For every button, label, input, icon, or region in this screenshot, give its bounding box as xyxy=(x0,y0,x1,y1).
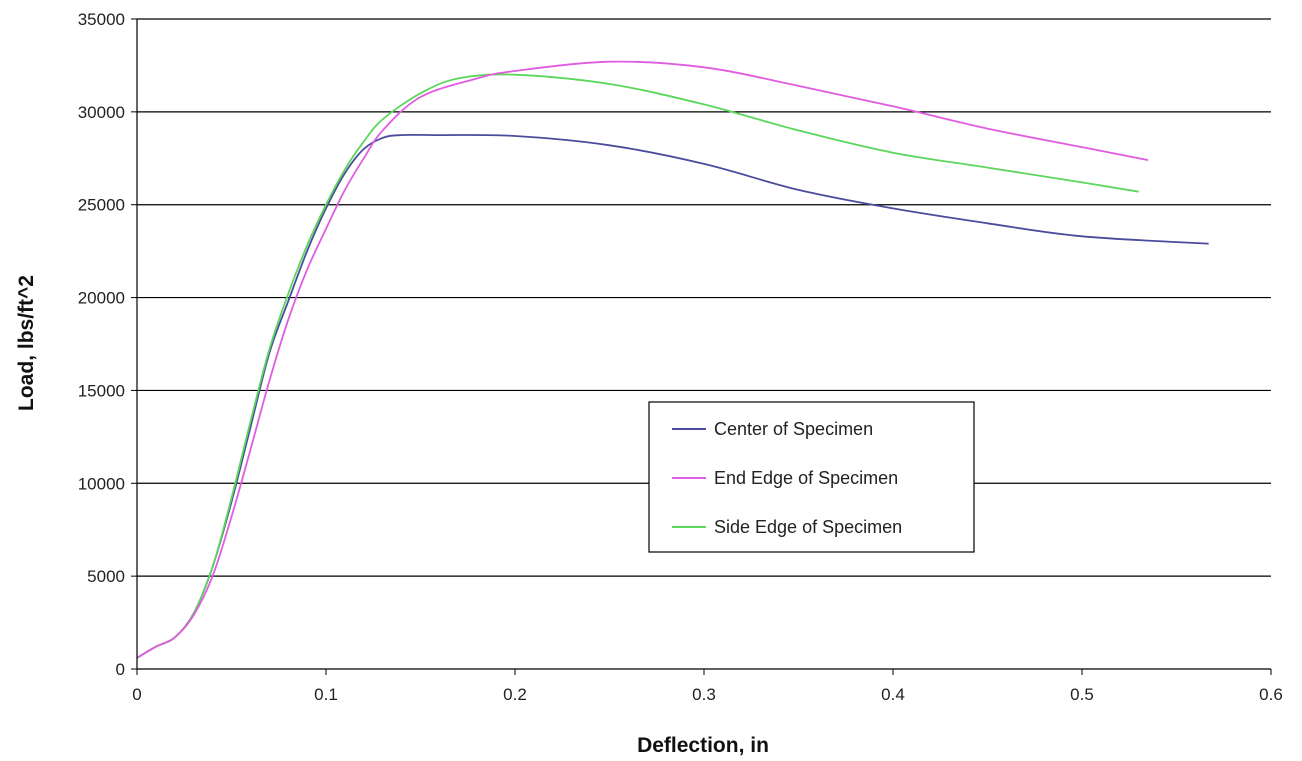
y-tick-label: 20000 xyxy=(78,289,125,308)
x-tick-label: 0.6 xyxy=(1259,685,1283,704)
y-tick-label: 15000 xyxy=(78,381,125,400)
series-line-1 xyxy=(136,60,1149,659)
x-tick-label: 0 xyxy=(132,685,141,704)
legend-label-1: End Edge of Specimen xyxy=(714,468,898,488)
x-tick-label: 0.5 xyxy=(1070,685,1094,704)
y-axis-title: Load, lbs/ft^2 xyxy=(15,275,38,411)
x-tick-label: 0.1 xyxy=(314,685,338,704)
y-tick-label: 0 xyxy=(116,660,125,679)
x-tick-labels: 0 0.1 0.2 0.3 0.4 0.5 0.6 xyxy=(132,685,1283,704)
y-tick-label: 25000 xyxy=(78,196,125,215)
x-tick-label: 0.4 xyxy=(881,685,905,704)
series-line-2 xyxy=(136,73,1139,659)
series-lines xyxy=(136,60,1209,659)
y-tick-labels: 0 5000 10000 15000 20000 25000 30000 35000 xyxy=(78,10,125,679)
y-tick-label: 5000 xyxy=(87,567,125,586)
y-tick-label: 35000 xyxy=(78,10,125,29)
axes xyxy=(131,18,1272,675)
x-axis-title: Deflection, in xyxy=(637,734,769,757)
y-tick-label: 10000 xyxy=(78,474,125,493)
legend: Center of Specimen End Edge of Specimen Si… xyxy=(648,401,975,553)
y-tick-label: 30000 xyxy=(78,103,125,122)
x-tick-label: 0.2 xyxy=(503,685,527,704)
legend-entries: Center of Specimen End Edge of Specimen Si… xyxy=(672,419,902,537)
series-line-0 xyxy=(136,133,1209,659)
legend-label-2: Side Edge of Specimen xyxy=(714,517,902,537)
x-tick-label: 0.3 xyxy=(692,685,716,704)
legend-label-0: Center of Specimen xyxy=(714,419,873,439)
